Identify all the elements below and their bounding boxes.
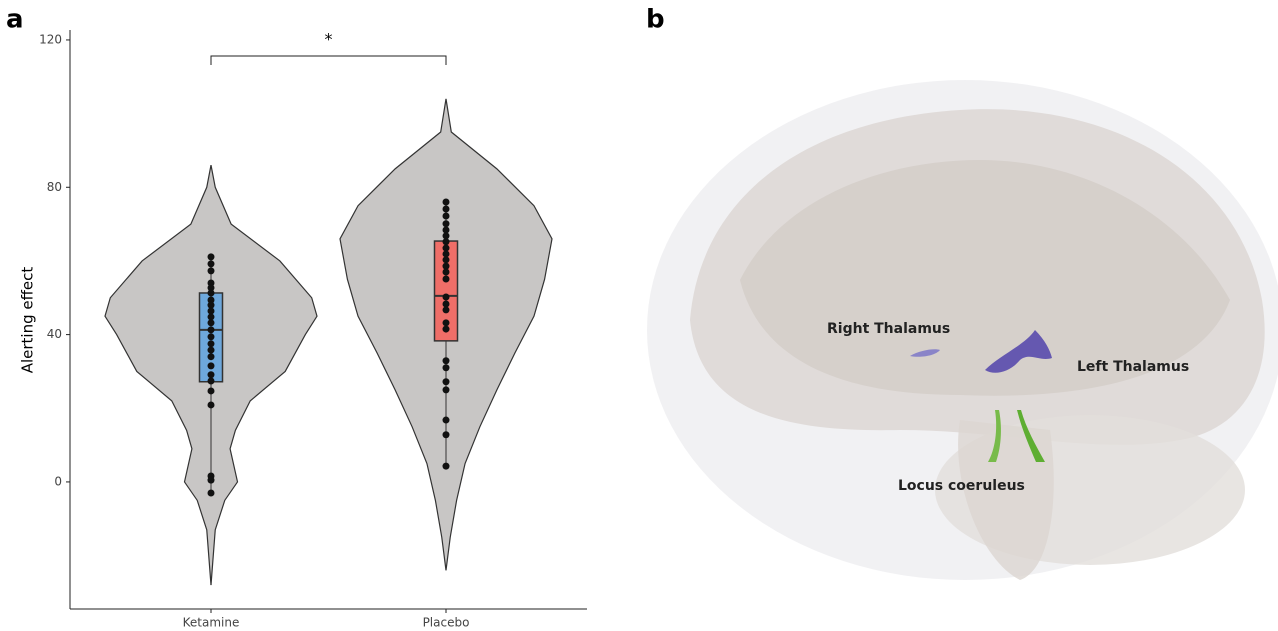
y-tick-label: 80 — [47, 180, 62, 194]
data-point — [443, 256, 450, 263]
data-point — [208, 347, 215, 354]
data-point — [443, 386, 450, 393]
violin-fill — [105, 165, 211, 585]
data-point — [208, 267, 215, 274]
data-point — [443, 326, 450, 333]
data-point — [443, 319, 450, 326]
page: a b Alerting effect Right Thalamus Left … — [0, 0, 1278, 631]
data-point — [443, 213, 450, 220]
region-label: Right Thalamus — [827, 321, 950, 337]
data-point — [208, 253, 215, 260]
panel-label: b — [646, 5, 665, 35]
data-point — [208, 477, 215, 484]
y-tick-label: 120 — [39, 32, 62, 46]
significance-bracket — [211, 56, 446, 65]
data-point — [443, 378, 450, 385]
data-point — [443, 199, 450, 206]
data-point — [443, 294, 450, 301]
data-point — [208, 401, 215, 408]
data-point — [208, 387, 215, 394]
violin-fill — [340, 99, 446, 570]
data-point — [208, 289, 215, 296]
data-point — [208, 489, 215, 496]
region-label: Left Thalamus — [1077, 359, 1189, 375]
data-point — [443, 463, 450, 470]
data-point — [443, 306, 450, 313]
x-tick-label: Ketamine — [183, 616, 240, 630]
significance-label: * — [325, 30, 333, 49]
data-point — [208, 362, 215, 369]
region-label: Locus coeruleus — [898, 478, 1025, 494]
brain — [647, 80, 1278, 580]
y-tick-label: 0 — [54, 474, 62, 488]
data-point — [208, 260, 215, 267]
data-point — [443, 357, 450, 364]
data-point — [208, 371, 215, 378]
x-tick-label: Placebo — [423, 616, 470, 630]
data-point — [208, 326, 215, 333]
data-point — [443, 268, 450, 275]
data-point — [443, 417, 450, 424]
violin-fill — [211, 165, 317, 585]
data-point — [208, 319, 215, 326]
data-point — [208, 378, 215, 385]
data-point — [443, 206, 450, 213]
panel-label: a — [6, 5, 24, 35]
data-point — [443, 431, 450, 438]
figure: a b Alerting effect Right Thalamus Left … — [0, 0, 1278, 631]
data-point — [443, 238, 450, 245]
y-axis-label: Alerting effect — [19, 267, 37, 374]
data-point — [443, 364, 450, 371]
data-point — [443, 220, 450, 227]
data-point — [208, 333, 215, 340]
data-point — [208, 340, 215, 347]
y-tick-label: 40 — [47, 327, 62, 341]
data-point — [208, 353, 215, 360]
data-point — [443, 275, 450, 282]
violin-fill — [446, 99, 552, 570]
